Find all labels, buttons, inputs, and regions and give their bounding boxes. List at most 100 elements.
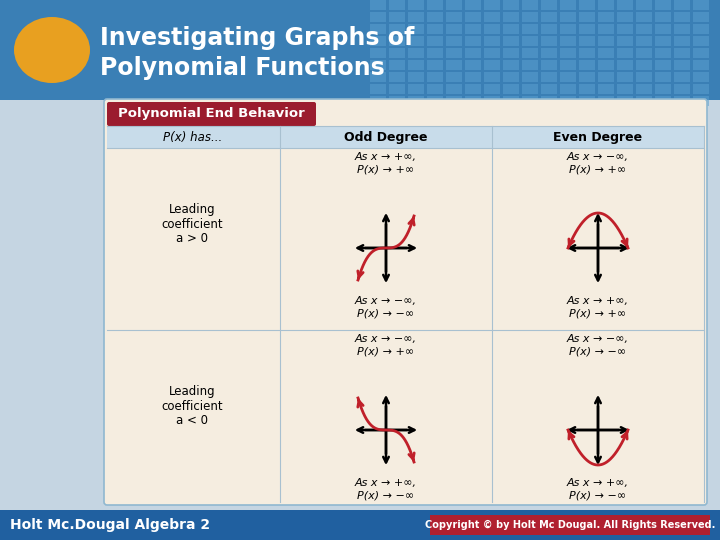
Text: Copyright © by Holt Mc Dougal. All Rights Reserved.: Copyright © by Holt Mc Dougal. All Right… <box>425 520 715 530</box>
Bar <box>370 12 386 22</box>
Bar <box>617 24 633 34</box>
Bar <box>370 48 386 58</box>
Bar <box>446 12 462 22</box>
Text: Investigating Graphs of: Investigating Graphs of <box>100 26 415 50</box>
Bar <box>484 0 500 10</box>
FancyBboxPatch shape <box>107 102 316 126</box>
Text: Even Degree: Even Degree <box>554 131 642 144</box>
Bar <box>579 84 595 94</box>
Bar <box>465 12 481 22</box>
Bar <box>693 12 709 22</box>
Bar <box>465 60 481 70</box>
Text: Leading: Leading <box>168 386 215 399</box>
Text: P(x) → +∞: P(x) → +∞ <box>570 309 626 319</box>
Bar <box>560 36 576 46</box>
Bar <box>636 96 652 106</box>
Bar <box>617 60 633 70</box>
Bar <box>636 48 652 58</box>
Bar <box>541 60 557 70</box>
Text: Holt Mc.Dougal Algebra 2: Holt Mc.Dougal Algebra 2 <box>10 518 210 532</box>
Bar <box>560 24 576 34</box>
Bar <box>636 12 652 22</box>
Bar <box>541 48 557 58</box>
Bar <box>522 0 538 10</box>
Text: As x → +∞,: As x → +∞, <box>355 478 417 488</box>
Bar <box>598 0 614 10</box>
Bar <box>617 84 633 94</box>
Bar <box>560 72 576 82</box>
Bar <box>541 84 557 94</box>
Bar <box>674 96 690 106</box>
Bar <box>408 48 424 58</box>
Bar <box>465 0 481 10</box>
Bar <box>503 60 519 70</box>
Bar <box>693 96 709 106</box>
Bar <box>389 96 405 106</box>
Bar <box>465 24 481 34</box>
Bar <box>693 24 709 34</box>
Bar <box>427 84 443 94</box>
Text: a > 0: a > 0 <box>176 232 208 245</box>
Bar <box>617 48 633 58</box>
Bar <box>560 48 576 58</box>
Bar <box>370 36 386 46</box>
Text: a < 0: a < 0 <box>176 414 208 427</box>
Bar <box>503 12 519 22</box>
Text: Leading: Leading <box>168 204 215 217</box>
Bar <box>389 0 405 10</box>
Bar <box>598 72 614 82</box>
Bar <box>408 0 424 10</box>
Bar <box>655 48 671 58</box>
Bar <box>579 72 595 82</box>
Bar <box>541 96 557 106</box>
Bar <box>503 72 519 82</box>
Bar <box>617 72 633 82</box>
Bar <box>465 48 481 58</box>
Bar <box>560 84 576 94</box>
Text: P(x) → −∞: P(x) → −∞ <box>570 347 626 357</box>
Bar <box>522 36 538 46</box>
Bar <box>674 36 690 46</box>
Bar <box>522 12 538 22</box>
Text: P(x) has...: P(x) has... <box>163 131 222 144</box>
Bar <box>107 126 704 148</box>
Bar <box>0 510 720 540</box>
Bar <box>427 36 443 46</box>
Bar <box>408 36 424 46</box>
Bar <box>484 96 500 106</box>
Bar <box>598 84 614 94</box>
Bar <box>693 48 709 58</box>
Bar <box>389 12 405 22</box>
Bar <box>522 24 538 34</box>
Bar <box>560 0 576 10</box>
Bar <box>370 84 386 94</box>
Bar <box>541 24 557 34</box>
Bar <box>674 12 690 22</box>
Bar <box>541 36 557 46</box>
Bar <box>484 84 500 94</box>
Bar <box>655 36 671 46</box>
Bar <box>408 24 424 34</box>
Bar <box>598 24 614 34</box>
Text: As x → −∞,: As x → −∞, <box>567 334 629 344</box>
Bar <box>598 48 614 58</box>
Text: Odd Degree: Odd Degree <box>344 131 428 144</box>
Bar <box>674 72 690 82</box>
Bar <box>446 0 462 10</box>
Bar <box>389 24 405 34</box>
Bar <box>674 24 690 34</box>
Bar <box>636 72 652 82</box>
Bar <box>541 0 557 10</box>
FancyBboxPatch shape <box>104 99 707 505</box>
Bar <box>370 72 386 82</box>
Bar <box>579 60 595 70</box>
Bar <box>408 12 424 22</box>
Text: coefficient: coefficient <box>161 400 222 413</box>
Bar <box>541 12 557 22</box>
Bar <box>427 96 443 106</box>
Bar <box>484 48 500 58</box>
Bar <box>579 36 595 46</box>
Bar <box>427 60 443 70</box>
Bar <box>579 24 595 34</box>
Bar <box>636 60 652 70</box>
